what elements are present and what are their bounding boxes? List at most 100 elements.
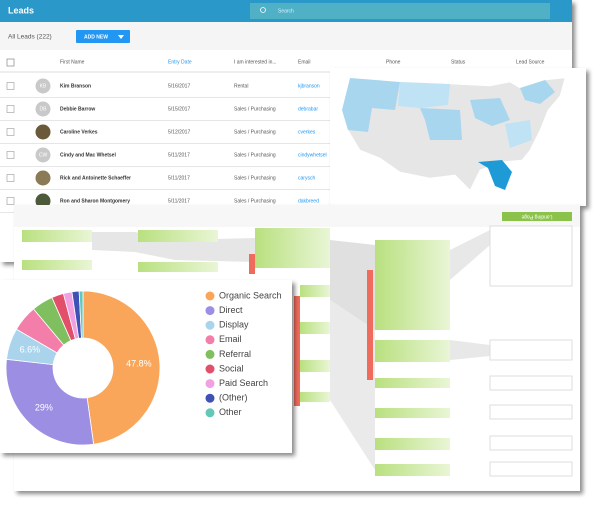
pie-panel: 47.8% Organic Search 29% Direct 6.6% Display E… — [0, 280, 292, 453]
legend-label: Referral — [219, 349, 251, 359]
row-checkbox[interactable] — [6, 197, 15, 205]
flow-dropoff — [249, 254, 255, 274]
donut-slice — [78, 290, 84, 339]
map-region — [342, 78, 400, 132]
select-all[interactable] — [6, 58, 15, 67]
flow-node — [375, 464, 450, 476]
interest: Sales / Purchasing — [234, 152, 276, 158]
entry-date: 5/16/2017 — [168, 83, 190, 89]
entry-date: 5/12/2017 — [168, 129, 190, 135]
email[interactable]: debrabar — [298, 106, 318, 112]
lead-name[interactable]: Rick and Antoinette Schaeffer — [60, 175, 131, 181]
legend-swatch — [205, 291, 215, 301]
avatar — [35, 193, 51, 209]
legend-swatch — [205, 335, 215, 345]
map-panel — [330, 68, 586, 206]
donut-slice — [82, 290, 161, 445]
filter-dropdown[interactable]: All Leads (222) — [8, 34, 52, 41]
flow-exit-box — [489, 375, 573, 391]
legend-swatch — [205, 379, 215, 389]
row-checkbox[interactable] — [6, 128, 15, 136]
search-icon — [260, 7, 266, 13]
avatar-initials: KB — [40, 83, 47, 89]
flow-node — [255, 228, 330, 268]
legend-label: Paid Search — [219, 378, 268, 388]
avatar — [35, 124, 51, 140]
interest: Sales / Purchasing — [234, 175, 276, 181]
column-header[interactable]: Phone — [386, 59, 401, 65]
avatar-initials: DB — [40, 106, 48, 112]
row-checkbox[interactable] — [6, 151, 15, 159]
slice-label: 6.6% — [20, 345, 41, 355]
flow-node — [300, 322, 330, 334]
flow-node — [22, 230, 92, 242]
lead-name[interactable]: Cindy and Mac Whetsel — [60, 152, 116, 158]
email[interactable]: cverkes — [298, 129, 316, 135]
flow-exit-box — [489, 339, 573, 361]
legend-swatch — [205, 320, 215, 330]
avatar — [35, 147, 51, 163]
flow-link — [450, 340, 490, 360]
flow-node — [22, 260, 92, 270]
add-caret — [118, 35, 124, 39]
add-button-label: ADD NEW — [84, 34, 108, 40]
flow-header — [14, 205, 580, 227]
column-header[interactable]: Email — [298, 59, 311, 65]
column-header[interactable]: First Name — [60, 59, 85, 65]
entry-date: 5/15/2017 — [168, 106, 190, 112]
slice-label: 29% — [35, 402, 53, 412]
flow-node — [375, 408, 450, 418]
legend-label: Other — [219, 407, 242, 417]
lead-name[interactable]: Ron and Sharon Montgomery — [60, 198, 130, 204]
search-box[interactable] — [250, 3, 550, 19]
legend-swatch — [205, 364, 215, 374]
search-placeholder: Search — [278, 8, 294, 14]
legend-swatch — [205, 306, 215, 316]
map-region-florida — [478, 160, 512, 190]
interest: Rental — [234, 83, 248, 89]
row-checkbox[interactable] — [6, 82, 15, 90]
entry-date: 5/11/2017 — [168, 175, 190, 181]
lead-name[interactable]: Debbie Barrow — [60, 106, 95, 112]
flow-exit-box — [489, 435, 573, 451]
flow-link — [330, 300, 375, 470]
map-region — [470, 98, 510, 126]
column-header[interactable]: Entry Date — [168, 59, 192, 65]
avatar — [35, 78, 51, 94]
email[interactable]: kjbranson — [298, 83, 320, 89]
column-header[interactable]: Lead Source — [516, 59, 545, 65]
flow-node — [375, 240, 450, 330]
email[interactable]: cindywhetsel — [298, 152, 327, 158]
email[interactable]: dakbreed — [298, 198, 319, 204]
interest: Sales / Purchasing — [234, 129, 276, 135]
flow-node — [375, 438, 450, 450]
legend-swatch — [205, 393, 215, 403]
map-region — [505, 120, 532, 148]
flow-node — [375, 378, 450, 388]
flow-node — [138, 262, 218, 272]
flow-exit-box — [489, 461, 573, 477]
column-header[interactable]: I am interested in... — [234, 59, 277, 65]
map-region — [520, 80, 555, 104]
legend-swatch — [205, 349, 215, 359]
flow-exit-box — [489, 225, 573, 287]
entry-date: 5/11/2017 — [168, 152, 190, 158]
row-checkbox[interactable] — [6, 174, 15, 182]
avatar — [35, 170, 51, 186]
flow-node — [300, 285, 330, 297]
column-header[interactable]: Status — [451, 59, 466, 65]
flow-dropoff — [367, 270, 373, 380]
legend-label: Display — [219, 320, 249, 330]
row-checkbox[interactable] — [6, 105, 15, 113]
lead-name[interactable]: Caroline Verkes — [60, 129, 98, 135]
flow-node — [300, 392, 330, 402]
add-button[interactable] — [76, 30, 130, 43]
map-region — [420, 108, 462, 140]
email[interactable]: carysch — [298, 175, 315, 181]
lead-name[interactable]: Kim Branson — [60, 83, 91, 89]
legend-label: (Other) — [219, 393, 248, 403]
flow-col-header — [502, 212, 572, 221]
map-region — [398, 82, 450, 108]
legend-label: Organic Search — [219, 290, 282, 300]
